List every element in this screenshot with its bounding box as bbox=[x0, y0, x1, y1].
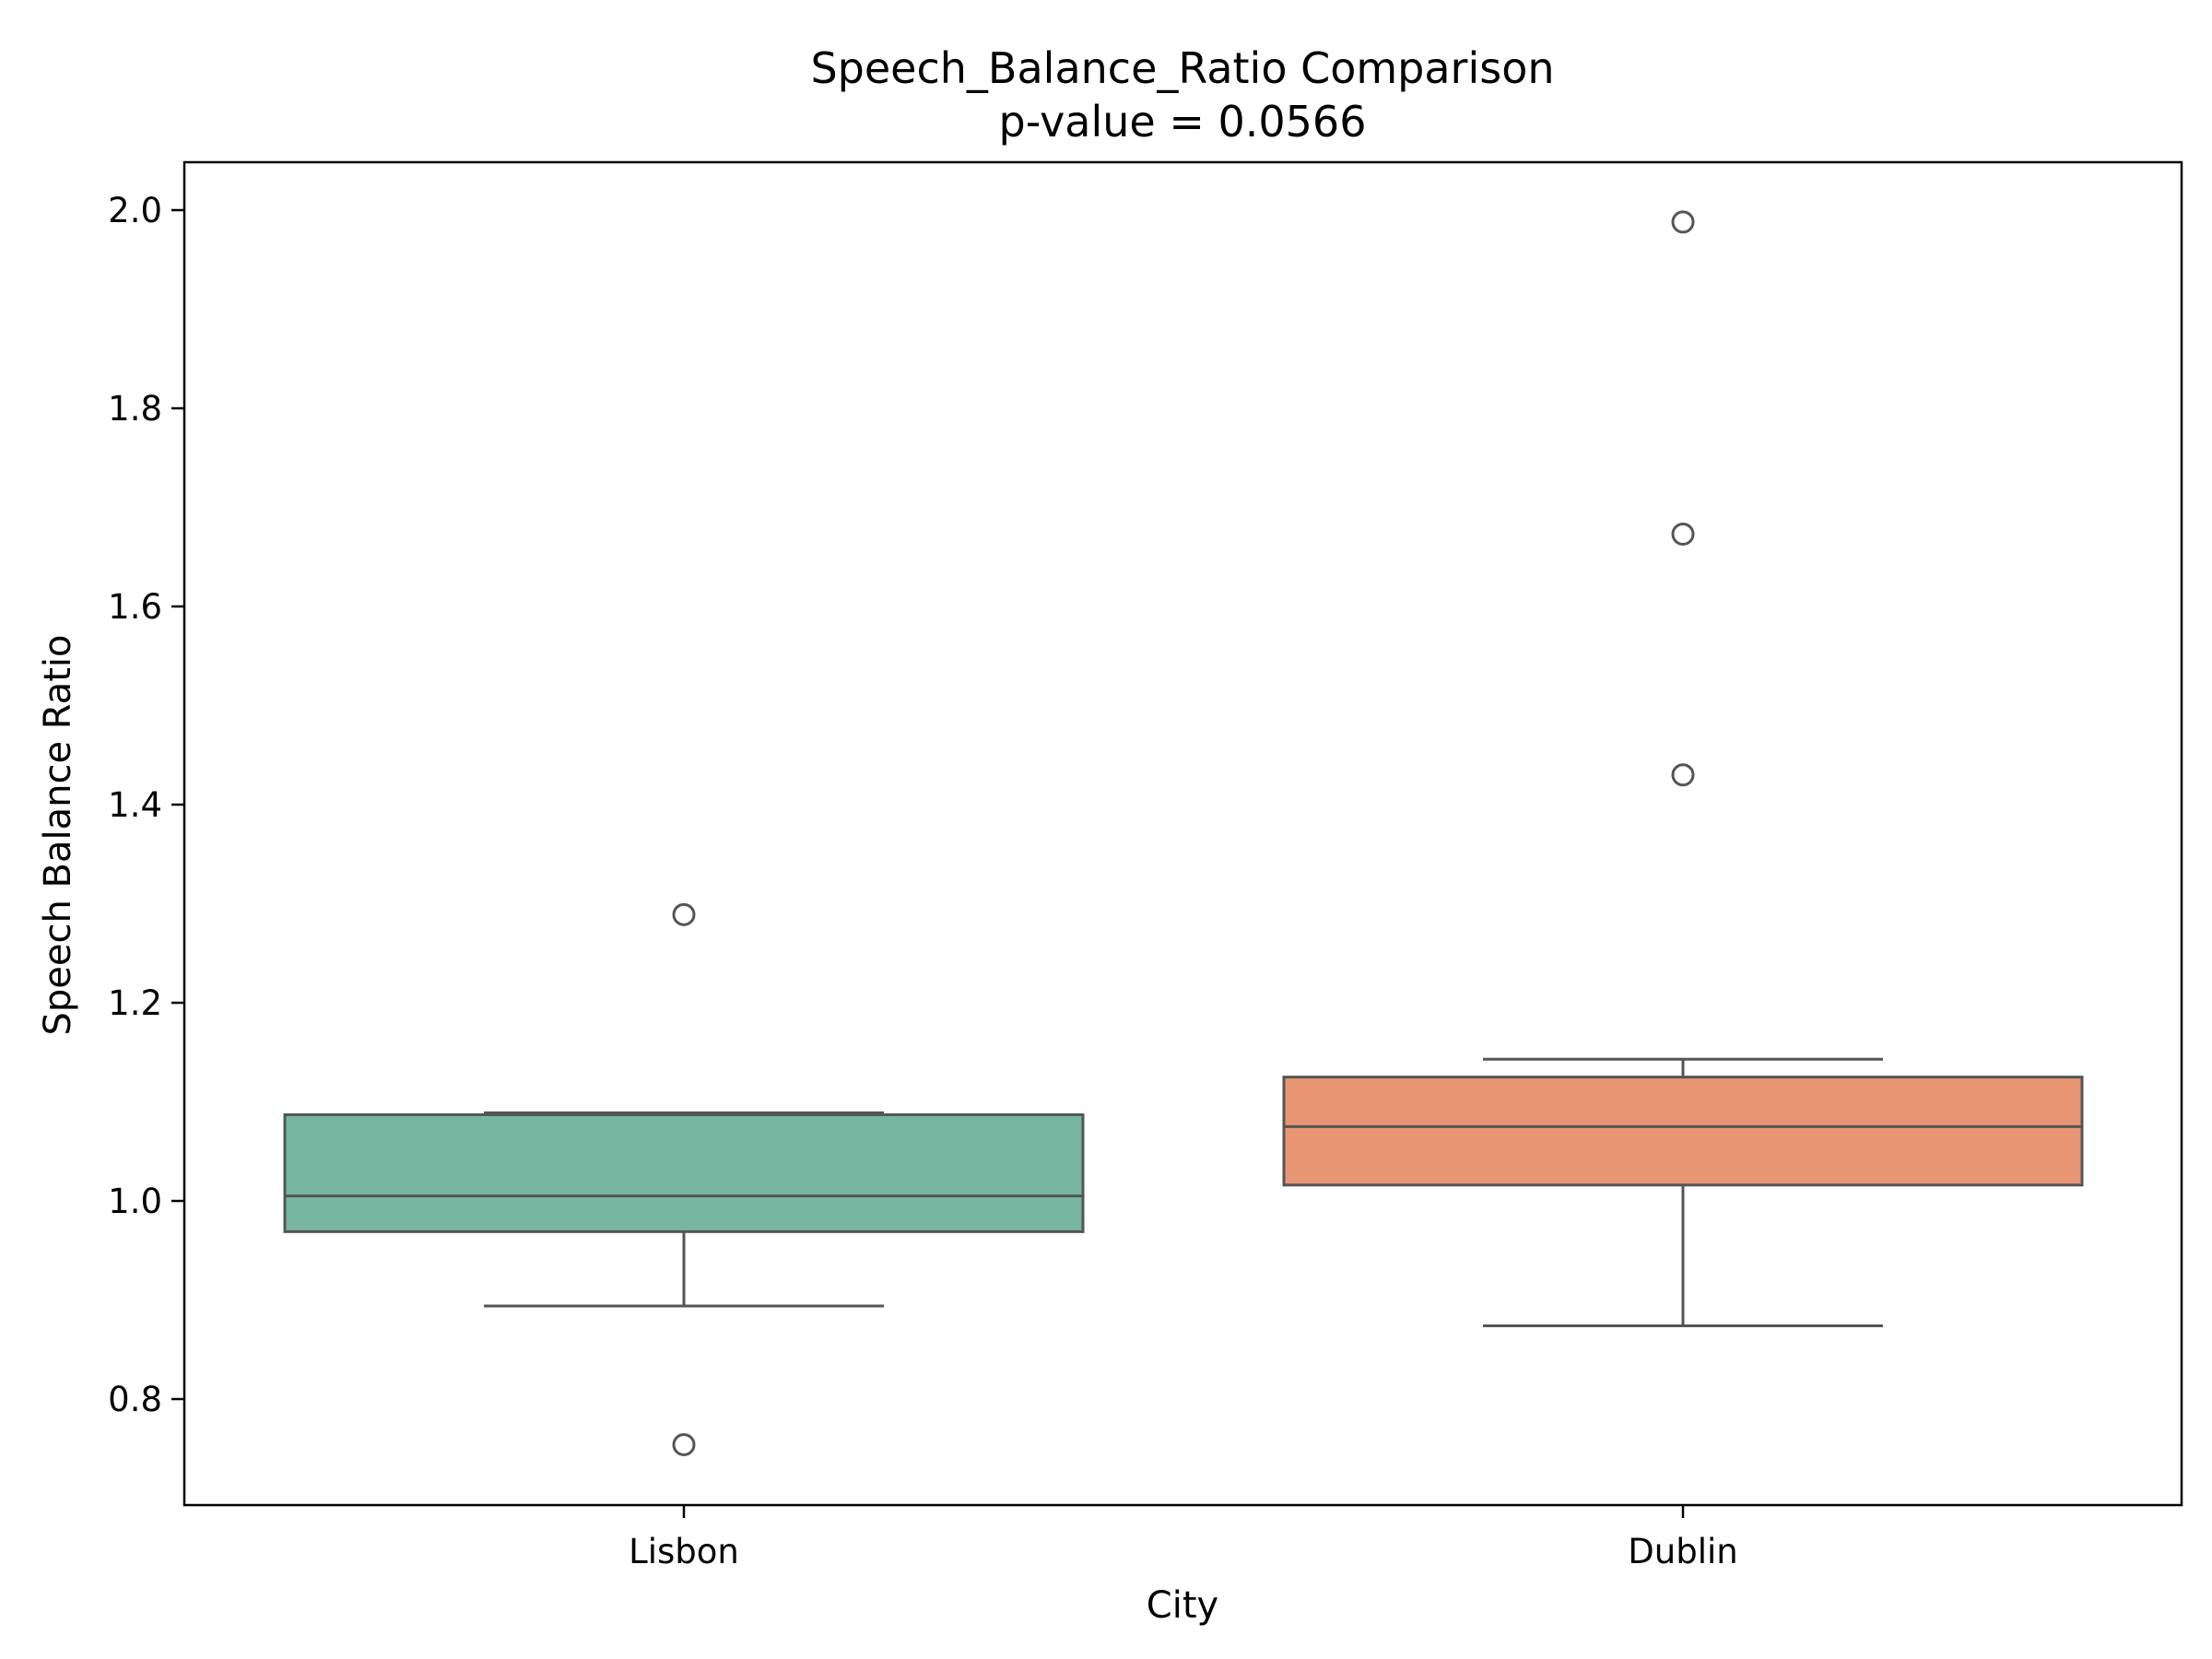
dublin-box bbox=[1282, 1076, 2084, 1187]
x-axis-label: City bbox=[1147, 1584, 1218, 1627]
lisbon-outlier-point bbox=[672, 1432, 696, 1456]
y-tick-label: 0.8 bbox=[108, 1380, 162, 1419]
chart-title: Speech_Balance_Ratio Comparison bbox=[810, 43, 1554, 93]
lisbon-box bbox=[283, 1112, 1085, 1233]
y-tick-label: 2.0 bbox=[108, 191, 162, 230]
x-tick-label: Lisbon bbox=[629, 1532, 739, 1571]
plot-frame bbox=[182, 160, 2183, 1507]
y-tick-label: 1.0 bbox=[108, 1182, 162, 1221]
plot-area: 0.8 1.0 1.2 1.4 1.6 1.8 2.0 Lisbon Dublin bbox=[108, 191, 2084, 1571]
y-tick-label: 1.8 bbox=[108, 389, 162, 429]
dublin-outlier-point bbox=[1671, 763, 1695, 787]
chart-subtitle: p-value = 0.0566 bbox=[999, 97, 1367, 147]
y-tick-label: 1.4 bbox=[108, 785, 162, 825]
dublin-outlier-point bbox=[1671, 210, 1695, 234]
y-axis-label: Speech Balance Ratio bbox=[37, 635, 79, 1036]
dublin-outlier-point bbox=[1671, 523, 1695, 547]
x-tick-label: Dublin bbox=[1628, 1532, 1737, 1571]
y-tick-label: 1.6 bbox=[108, 587, 162, 627]
lisbon-outlier-point bbox=[672, 902, 696, 926]
y-tick-label: 1.2 bbox=[108, 983, 162, 1023]
